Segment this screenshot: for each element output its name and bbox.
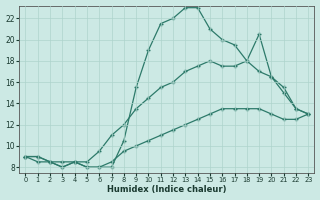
X-axis label: Humidex (Indice chaleur): Humidex (Indice chaleur) <box>107 185 227 194</box>
